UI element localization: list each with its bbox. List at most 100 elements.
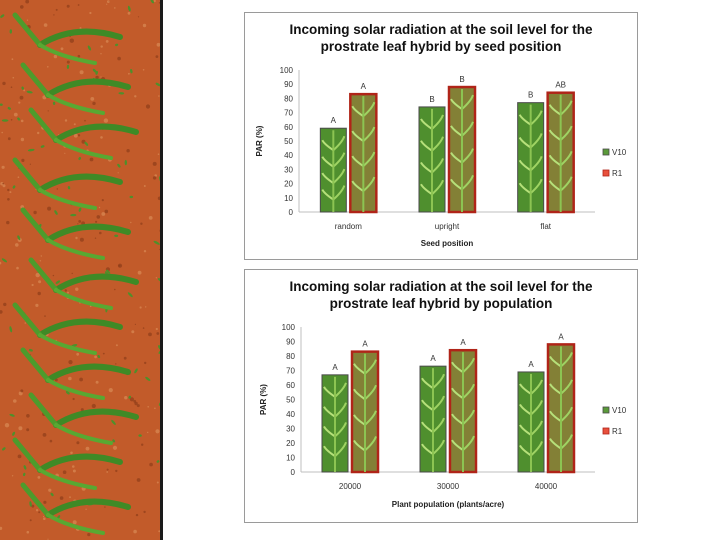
leaf bbox=[12, 157, 43, 193]
bar-chart-svg: 0 10 20 30 40 50 60 70 80 90 100 PAR (%) A A 20000 A A 30… bbox=[259, 323, 627, 509]
corn-plant bbox=[12, 302, 123, 355]
chart-population: Incoming solar radiation at the soil lev… bbox=[244, 269, 638, 523]
leaf bbox=[38, 468, 97, 490]
corn-plant bbox=[28, 257, 139, 310]
soil-background bbox=[0, 0, 163, 540]
y-tick-label: 20 bbox=[284, 180, 293, 189]
chart-title-line2: prostrate leaf hybrid by seed position bbox=[320, 39, 562, 54]
leaf bbox=[38, 43, 97, 65]
chart-title-line2: prostrate leaf hybrid by population bbox=[329, 296, 553, 311]
y-tick-label: 90 bbox=[284, 80, 293, 89]
bar-r1 bbox=[546, 343, 576, 474]
x-tick-label: upright bbox=[435, 222, 460, 231]
legend-swatch bbox=[602, 169, 610, 177]
leaf bbox=[20, 62, 51, 98]
legend-label: R1 bbox=[612, 427, 623, 436]
bar-v10 bbox=[419, 365, 447, 473]
bar-r1 bbox=[349, 92, 378, 214]
leaf bbox=[20, 207, 51, 243]
significance-letter: A bbox=[331, 116, 337, 125]
leaf bbox=[54, 138, 113, 160]
legend: V10 R1 bbox=[602, 148, 627, 178]
significance-letter: AB bbox=[555, 81, 566, 90]
chart-title: Incoming solar radiation at the soil lev… bbox=[245, 278, 637, 312]
y-tick-label: 80 bbox=[286, 352, 295, 361]
y-axis-label: PAR (%) bbox=[255, 125, 264, 156]
bar-r1 bbox=[448, 348, 478, 474]
y-tick-label: 0 bbox=[291, 468, 296, 477]
leaf bbox=[20, 347, 51, 383]
y-tick-label: 100 bbox=[280, 66, 294, 75]
leaf bbox=[38, 333, 97, 355]
leaf bbox=[37, 173, 123, 193]
leaf bbox=[37, 453, 123, 473]
leaf bbox=[53, 273, 139, 293]
y-tick-label: 30 bbox=[286, 425, 295, 434]
leaf bbox=[53, 408, 139, 428]
bar-v10 bbox=[517, 102, 545, 213]
bar-v10 bbox=[517, 371, 545, 473]
y-tick-label: 10 bbox=[286, 454, 295, 463]
bar-v10 bbox=[321, 374, 349, 473]
corn-plant bbox=[28, 392, 139, 445]
leaf bbox=[45, 498, 131, 518]
y-tick-label: 40 bbox=[286, 410, 295, 419]
corn-plant bbox=[28, 107, 139, 160]
chart-seed-position: Incoming solar radiation at the soil lev… bbox=[244, 12, 638, 260]
y-tick-label: 100 bbox=[282, 323, 296, 332]
leaf bbox=[46, 513, 105, 535]
corn-plant bbox=[12, 437, 123, 490]
x-tick-label: random bbox=[335, 222, 362, 231]
legend: V10 R1 bbox=[602, 406, 627, 436]
legend-label: V10 bbox=[612, 148, 627, 157]
x-tick-label: 40000 bbox=[535, 482, 558, 491]
significance-letter: A bbox=[430, 354, 436, 363]
leaf bbox=[37, 318, 123, 338]
significance-letter: A bbox=[460, 338, 466, 347]
leaf bbox=[54, 288, 113, 310]
leaf bbox=[45, 363, 131, 383]
y-tick-label: 0 bbox=[289, 208, 294, 217]
corn-plant bbox=[20, 347, 131, 400]
x-axis-label: Plant population (plants/acre) bbox=[392, 500, 505, 509]
bar-r1 bbox=[546, 91, 575, 214]
corn-plant bbox=[12, 12, 123, 65]
significance-letter: A bbox=[361, 82, 367, 91]
leaf bbox=[12, 12, 43, 48]
bar-v10 bbox=[319, 127, 347, 213]
significance-letter: A bbox=[332, 363, 338, 372]
y-tick-label: 90 bbox=[286, 338, 295, 347]
leaf bbox=[28, 257, 59, 293]
leaf bbox=[46, 378, 105, 400]
chart-title-line1: Incoming solar radiation at the soil lev… bbox=[289, 279, 593, 294]
leaf bbox=[54, 423, 113, 445]
corn-plant bbox=[20, 62, 131, 115]
legend-swatch bbox=[602, 148, 610, 156]
x-tick-label: 20000 bbox=[339, 482, 362, 491]
leaf bbox=[45, 223, 131, 243]
significance-letter: A bbox=[528, 360, 534, 369]
significance-letter: A bbox=[558, 332, 564, 341]
corn-plant bbox=[12, 157, 123, 210]
legend-label: V10 bbox=[612, 406, 627, 415]
y-tick-label: 50 bbox=[286, 396, 295, 405]
y-tick-label: 60 bbox=[286, 381, 295, 390]
leaf bbox=[12, 437, 43, 473]
y-tick-label: 30 bbox=[284, 165, 293, 174]
x-axis-label: Seed position bbox=[421, 239, 474, 248]
y-tick-label: 20 bbox=[286, 439, 295, 448]
legend-swatch bbox=[602, 427, 610, 435]
leaf bbox=[46, 238, 105, 260]
legend-label: R1 bbox=[612, 169, 623, 178]
significance-letter: B bbox=[429, 95, 434, 104]
y-tick-label: 70 bbox=[286, 367, 295, 376]
significance-letter: A bbox=[362, 340, 368, 349]
leaf bbox=[20, 482, 51, 518]
leaf bbox=[28, 107, 59, 143]
corn-field-photo bbox=[0, 0, 163, 540]
leaf bbox=[45, 78, 131, 98]
bar-r1 bbox=[350, 350, 380, 474]
y-tick-label: 10 bbox=[284, 194, 293, 203]
leaf bbox=[46, 93, 105, 115]
